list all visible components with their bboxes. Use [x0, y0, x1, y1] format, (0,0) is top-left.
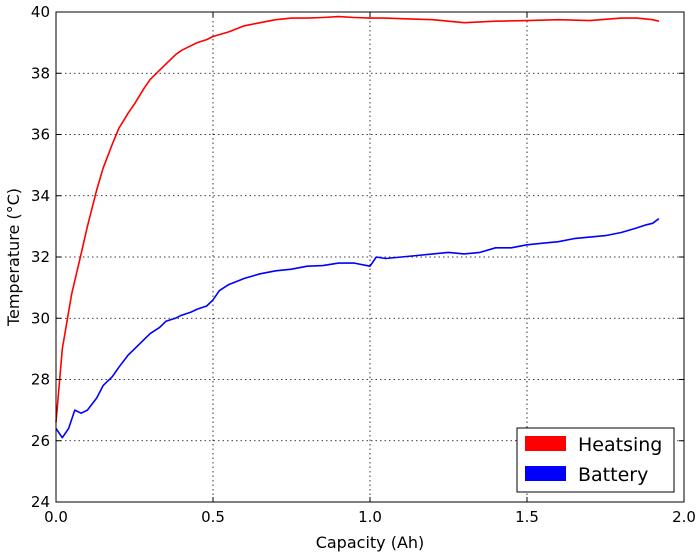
x-tick-label: 0.0	[44, 508, 68, 526]
y-axis-label: Temperature (°C)	[4, 188, 23, 327]
legend-label-heatsing: Heatsing	[578, 434, 662, 456]
y-tick-label: 30	[31, 309, 50, 327]
series-line-heatsing	[55, 15, 660, 423]
y-tick-label: 24	[31, 493, 50, 511]
x-tick-label: 0.5	[201, 508, 225, 526]
y-tick-label: 34	[31, 187, 50, 205]
y-tick-label: 36	[31, 126, 50, 144]
series-layer	[55, 15, 660, 439]
legend-swatch-heatsing	[525, 436, 566, 451]
tick-labels: 0.0 0.5 1.0 1.5 2.0 24 26 28 30 32 34 36 38 40	[31, 3, 696, 526]
y-tick-label: 26	[31, 432, 50, 450]
axis-ticks	[55, 11, 685, 503]
legend: Heatsing Battery	[516, 427, 675, 493]
y-tick-label: 40	[31, 3, 50, 21]
y-tick-label: 28	[31, 371, 50, 389]
y-tick-label: 32	[31, 248, 50, 266]
x-axis-label: Capacity (Ah)	[316, 533, 425, 552]
legend-label-battery: Battery	[578, 464, 648, 486]
x-tick-label: 1.0	[358, 508, 382, 526]
series-line-battery	[55, 218, 660, 439]
x-tick-label: 1.5	[515, 508, 539, 526]
x-tick-label: 2.0	[672, 508, 696, 526]
y-tick-label: 38	[31, 64, 50, 82]
legend-swatch-battery	[525, 466, 566, 481]
